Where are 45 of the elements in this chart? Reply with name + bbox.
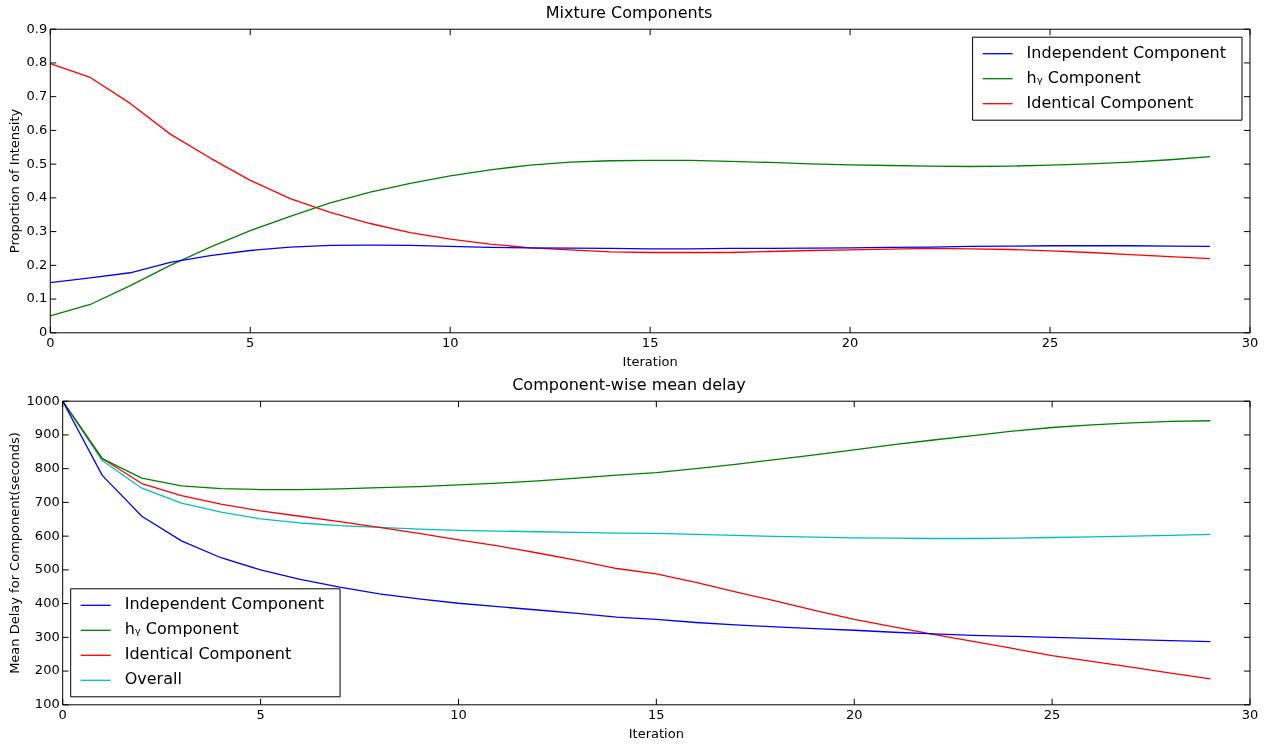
y-tick-label: 1000 bbox=[26, 392, 60, 408]
legend-label: hᵧ Component bbox=[1026, 67, 1141, 87]
y-tick-label: 900 bbox=[34, 426, 60, 442]
x-tick-label: 5 bbox=[256, 706, 265, 722]
x-tick-label: 15 bbox=[641, 334, 659, 350]
y-tick-label: 400 bbox=[34, 594, 60, 610]
x-tick-label: 25 bbox=[1043, 706, 1061, 722]
x-tick-label: 5 bbox=[246, 334, 255, 350]
x-axis-title: Iteration bbox=[622, 353, 678, 369]
x-tick-label: 10 bbox=[450, 706, 467, 722]
y-tick-label: 200 bbox=[34, 662, 60, 678]
y-tick-label: 0.2 bbox=[26, 256, 48, 272]
x-tick-label: 30 bbox=[1241, 706, 1259, 722]
x-tick-label: 25 bbox=[1041, 334, 1059, 350]
y-tick-label: 500 bbox=[34, 561, 60, 577]
y-tick-label: 700 bbox=[34, 493, 60, 509]
y-tick-label: 0.9 bbox=[26, 20, 48, 36]
y-tick-label: 0.1 bbox=[26, 290, 48, 306]
x-tick-label: 10 bbox=[441, 334, 459, 350]
legend-label: Overall bbox=[124, 669, 182, 689]
x-tick-label: 20 bbox=[845, 706, 863, 722]
x-tick-label: 20 bbox=[841, 334, 859, 350]
legend-label: Independent Component bbox=[1026, 42, 1226, 62]
y-axis-title: Mean Delay for Component(seconds) bbox=[7, 432, 23, 674]
legend-label: Identical Component bbox=[1026, 92, 1194, 112]
y-tick-label: 300 bbox=[34, 628, 60, 644]
legend-label: Identical Component bbox=[124, 644, 292, 664]
y-tick-label: 0.6 bbox=[26, 121, 48, 137]
y-tick-label: 800 bbox=[34, 460, 60, 476]
legend-label: hᵧ Component bbox=[124, 619, 239, 639]
x-tick-label: 15 bbox=[648, 706, 665, 722]
legend-label: Independent Component bbox=[124, 594, 325, 614]
chart-title: Component-wise mean delay bbox=[512, 374, 746, 394]
y-tick-label: 0.8 bbox=[26, 54, 48, 70]
y-tick-label: 0 bbox=[38, 324, 48, 340]
chart-title: Mixture Components bbox=[545, 2, 713, 22]
y-tick-label: 600 bbox=[34, 527, 60, 543]
x-tick-label: 30 bbox=[1241, 334, 1259, 350]
y-tick-label: 100 bbox=[34, 696, 60, 712]
x-axis-title: Iteration bbox=[628, 725, 684, 741]
y-tick-label: 0.7 bbox=[26, 88, 48, 104]
y-tick-label: 0.5 bbox=[26, 155, 48, 171]
y-tick-label: 0.3 bbox=[26, 222, 48, 238]
y-tick-label: 0.4 bbox=[26, 189, 48, 205]
y-axis-title: Proportion of Intensity bbox=[7, 108, 23, 254]
